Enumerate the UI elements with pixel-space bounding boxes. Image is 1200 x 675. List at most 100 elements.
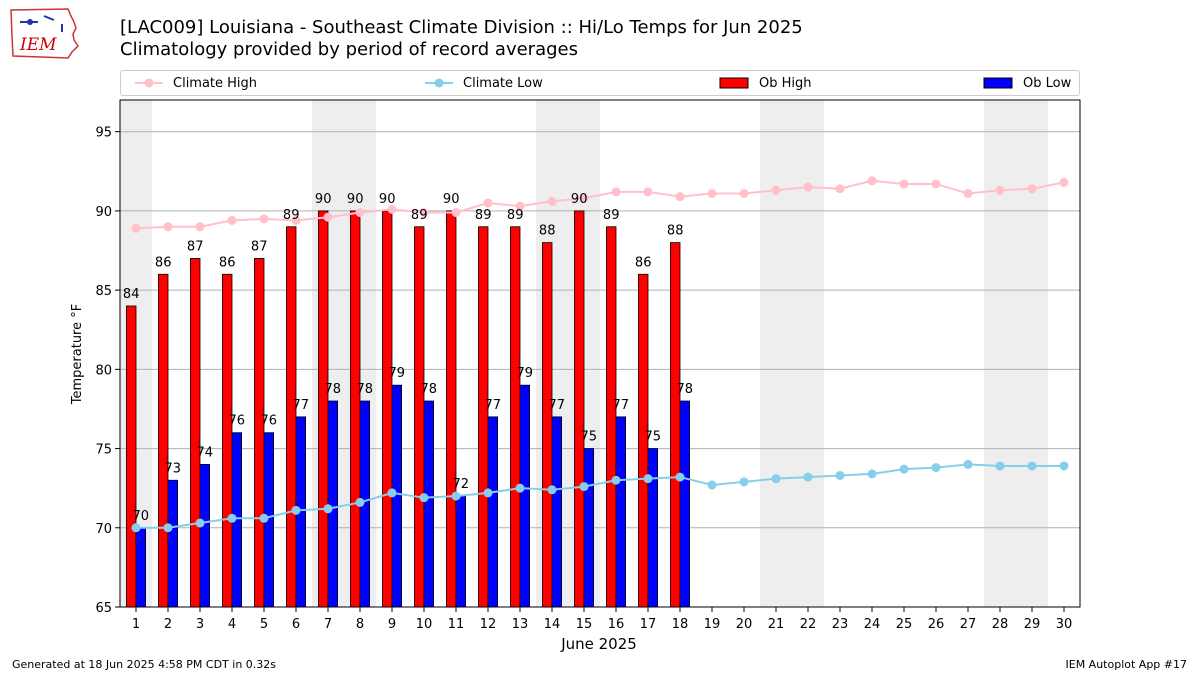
- chart-title: [LAC009] Louisiana - Southeast Climate D…: [120, 17, 803, 61]
- ob-high-label-day-13: 89: [507, 208, 524, 223]
- ob-low-bar-day-12: [487, 416, 499, 608]
- climate-low-point-day-17: [643, 474, 653, 484]
- ob-low-label-day-13: 79: [517, 366, 534, 381]
- ob-high-label-day-4: 86: [219, 255, 236, 270]
- climate-low-point-day-23: [835, 470, 845, 480]
- x-tick-label-6: 6: [292, 617, 300, 632]
- ob-low-bar-day-2: [167, 479, 179, 608]
- x-tick-label-11: 11: [448, 617, 465, 632]
- ob-high-bar-day-2: [157, 273, 169, 608]
- climate-low-point-day-6: [291, 505, 301, 515]
- climate-low-point-day-26: [931, 463, 941, 473]
- ob-low-bar-day-17: [647, 448, 659, 608]
- climate-low-point-day-28: [995, 461, 1005, 471]
- ob-high-label-day-11: 90: [443, 192, 460, 207]
- legend-item-ob-high: Ob High: [719, 71, 812, 95]
- climate-high-point-day-16: [611, 187, 621, 197]
- climate-high-line: [135, 179, 1065, 230]
- ob-low-label-day-14: 77: [549, 398, 566, 413]
- legend-item-ob-low: Ob Low: [983, 71, 1071, 95]
- x-tick-label-24: 24: [864, 617, 881, 632]
- ob-high-bar-day-8: [349, 210, 361, 608]
- climate-low-point-day-27: [963, 459, 973, 469]
- climate-high-point-day-28: [995, 185, 1005, 195]
- ob-low-bar-day-16: [615, 416, 627, 608]
- legend-swatch-climate-high: [135, 78, 163, 88]
- y-tick-label-90: 90: [95, 205, 112, 220]
- ob-high-bar-day-16: [606, 226, 617, 608]
- y-tick-label-95: 95: [95, 126, 112, 141]
- climate-high-point-day-30: [1059, 177, 1069, 187]
- ob-high-bar-day-11: [445, 210, 457, 608]
- legend-label-climate-low: Climate Low: [463, 75, 543, 91]
- ob-high-bar-day-7: [317, 210, 329, 608]
- climate-low-point-day-19: [707, 480, 717, 490]
- iem-logo-text: IEM: [19, 35, 57, 55]
- ob-low-label-day-2: 73: [165, 461, 182, 476]
- ob-high-label-day-12: 89: [475, 208, 492, 223]
- ob-low-label-day-5: 76: [261, 414, 278, 429]
- climate-high-point-day-6: [291, 215, 301, 225]
- ob-low-bar-day-13: [519, 384, 531, 608]
- x-tick-label-12: 12: [480, 617, 497, 632]
- x-tick-label-1: 1: [132, 617, 140, 632]
- climate-high-point-day-14: [547, 196, 557, 206]
- climate-high-point-day-15: [579, 193, 589, 203]
- ob-low-bar-day-11: [455, 495, 467, 608]
- x-tick-label-25: 25: [896, 617, 913, 632]
- ob-high-label-day-14: 88: [539, 224, 556, 239]
- ob-low-bar-day-1: [135, 527, 147, 608]
- climate-low-point-day-9: [387, 488, 397, 498]
- ob-high-label-day-16: 89: [603, 208, 620, 223]
- climate-high-point-day-13: [515, 201, 525, 211]
- legend-item-climate-high: Climate High: [133, 71, 257, 95]
- climate-high-point-day-21: [771, 185, 781, 195]
- chart-title-line1: [LAC009] Louisiana - Southeast Climate D…: [120, 17, 803, 38]
- climate-high-point-day-4: [227, 215, 237, 225]
- climate-high-point-day-24: [867, 176, 877, 186]
- climate-high-point-day-9: [387, 204, 397, 214]
- legend-swatch-ob-low: [983, 77, 1013, 89]
- climate-high-point-day-7: [323, 212, 333, 222]
- footer-app-id: IEM Autoplot App #17: [1065, 658, 1188, 671]
- ob-low-label-day-15: 75: [581, 430, 598, 445]
- ob-high-bar-day-3: [189, 258, 201, 608]
- ob-high-label-day-7: 90: [315, 192, 332, 207]
- ob-high-label-day-9: 90: [379, 192, 396, 207]
- climate-high-point-day-5: [259, 214, 269, 224]
- x-tick-label-29: 29: [1024, 617, 1041, 632]
- ob-low-bar-day-10: [423, 400, 435, 608]
- climate-low-point-day-5: [259, 513, 269, 523]
- climate-high-point-day-23: [835, 184, 845, 194]
- climate-low-point-day-21: [771, 474, 781, 484]
- y-tick-label-75: 75: [95, 443, 112, 458]
- x-tick-label-21: 21: [768, 617, 785, 632]
- climate-low-point-day-10: [419, 493, 429, 503]
- ob-low-label-day-11: 72: [453, 477, 470, 492]
- x-tick-label-18: 18: [672, 617, 689, 632]
- climate-low-point-day-14: [547, 485, 557, 495]
- climate-low-point-day-8: [355, 497, 365, 507]
- x-tick-label-20: 20: [736, 617, 753, 632]
- ob-low-label-day-12: 77: [485, 398, 502, 413]
- climate-low-point-day-15: [579, 482, 589, 492]
- chart-title-line2: Climatology provided by period of record…: [120, 39, 578, 60]
- ob-low-label-day-1: 70: [133, 509, 150, 524]
- x-tick-label-5: 5: [260, 617, 268, 632]
- climate-low-point-day-7: [323, 504, 333, 514]
- x-tick-label-15: 15: [576, 617, 593, 632]
- ob-low-bar-day-15: [583, 448, 595, 608]
- climate-high-point-day-1: [131, 223, 141, 233]
- ob-high-bar-day-15: [574, 210, 585, 608]
- ob-low-bar-day-18: [679, 400, 691, 608]
- ob-high-bar-day-14: [542, 242, 553, 608]
- bar-labels: 84 86 87 86 87 89 90 90 90 89 90 89 89 88 90 89 86 88 70 73…: [123, 192, 693, 524]
- ob-high-bar-day-13: [509, 226, 521, 608]
- ob-low-bar-day-14: [551, 416, 563, 608]
- climate-low-point-day-18: [675, 472, 685, 482]
- y-tick-label-85: 85: [95, 284, 112, 299]
- x-tick-label-4: 4: [228, 617, 236, 632]
- climate-high-point-day-27: [963, 188, 973, 198]
- climate-high-point-day-18: [675, 192, 685, 202]
- x-axis-label: June 2025: [560, 635, 637, 653]
